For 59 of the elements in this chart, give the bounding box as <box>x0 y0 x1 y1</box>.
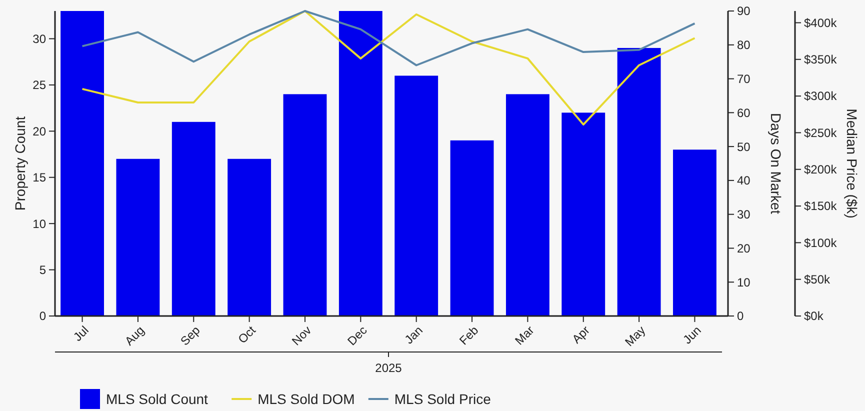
line-series <box>81 10 696 126</box>
y2-tick-label: 60 <box>737 106 751 120</box>
x-tick-label: Apr <box>569 323 592 346</box>
y3-tick-label: $150k <box>804 199 838 214</box>
y-tick-label: 30 <box>32 32 46 46</box>
y3-tick-label: $100k <box>804 236 838 250</box>
y-tick-label: 5 <box>39 262 46 277</box>
y3-tick-label: $350k <box>804 52 838 67</box>
y2-tick-label: 30 <box>737 208 751 222</box>
bar <box>60 11 104 316</box>
x-tick-label: Jun <box>680 323 704 347</box>
x-tick-label: Nov <box>289 323 314 348</box>
y2-tick-label: 10 <box>737 275 751 290</box>
x-axis-title: 2025 <box>375 361 402 376</box>
y-tick-label: 0 <box>39 309 46 324</box>
y2-axis-title: Days On Market <box>768 112 784 214</box>
legend-label: MLS Sold Count <box>106 390 208 407</box>
bar <box>394 76 438 316</box>
x-tick-label: Jan <box>402 323 426 347</box>
x-tick-label: May <box>622 323 648 350</box>
bar <box>172 122 216 316</box>
y2-tick-label: 70 <box>737 72 751 86</box>
y2-tick-label: 80 <box>737 38 751 52</box>
y2-tick-label: 20 <box>737 241 751 256</box>
bar <box>617 48 661 316</box>
bar <box>450 140 494 316</box>
bar <box>283 94 327 316</box>
y2-tick-label: 0 <box>737 309 744 324</box>
y3-tick-label: $400k <box>804 16 838 30</box>
x-tick-label: Mar <box>512 323 537 348</box>
x-tick-label: Feb <box>456 322 482 348</box>
bar <box>338 11 382 316</box>
bar <box>228 158 272 316</box>
y3-axis-title: Median Price ($k) <box>844 108 860 218</box>
y3-tick-label: $250k <box>804 126 838 140</box>
y2-tick-label: 90 <box>737 4 751 18</box>
y3-tick-label: $0k <box>804 309 824 324</box>
y-tick-label: 25 <box>32 78 46 92</box>
y2-tick-label: 40 <box>737 174 751 188</box>
x-tick-label: Jul <box>70 323 92 344</box>
y-tick-label: 15 <box>32 170 46 185</box>
legend-label: MLS Sold Price <box>394 390 492 407</box>
y3-tick-label: $50k <box>804 272 832 287</box>
bar <box>562 112 606 316</box>
x-tick-label: Dec <box>344 323 370 348</box>
y3-tick-label: $200k <box>804 162 838 177</box>
legend-label: MLS Sold DOM <box>258 390 355 407</box>
x-tick-label: Aug <box>122 323 148 348</box>
bar <box>673 150 716 316</box>
bar <box>116 158 160 316</box>
y-axis-title: Property Count <box>12 116 28 211</box>
y3-tick-label: $300k <box>804 89 838 104</box>
line-series <box>81 10 696 66</box>
bar <box>506 94 550 316</box>
x-tick-label: Sep <box>178 322 203 348</box>
y-tick-label: 20 <box>32 124 46 138</box>
x-tick-label: Oct <box>235 322 259 346</box>
y-tick-label: 10 <box>32 216 46 231</box>
y2-tick-label: 50 <box>737 140 751 154</box>
